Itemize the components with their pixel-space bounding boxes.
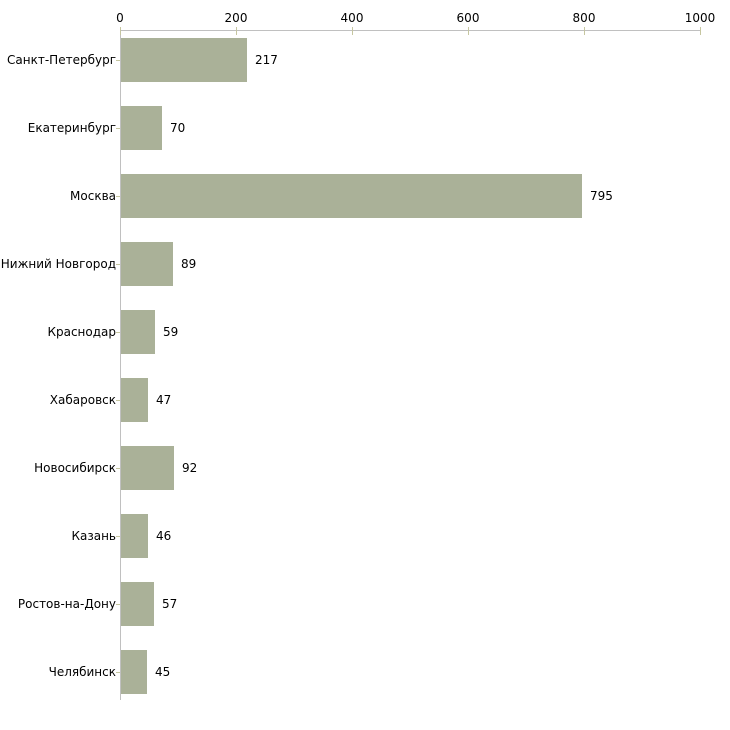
category-tick-mark (116, 128, 120, 129)
category-tick-mark (116, 400, 120, 401)
bar (121, 582, 154, 626)
category-tick-mark (116, 332, 120, 333)
category-label: Краснодар (47, 325, 116, 339)
value-label: 795 (590, 189, 613, 203)
category-label: Нижний Новгород (0, 257, 116, 271)
x-tick-mark (352, 27, 353, 35)
value-label: 57 (162, 597, 178, 611)
x-tick-label: 600 (456, 11, 480, 25)
bar (121, 310, 155, 354)
value-label: 45 (155, 665, 171, 679)
bar (121, 514, 148, 558)
value-label: 46 (156, 529, 172, 543)
x-tick-mark (584, 27, 585, 35)
x-tick-label: 1000 (684, 11, 716, 25)
x-tick-label: 200 (224, 11, 248, 25)
x-tick-label: 0 (116, 11, 124, 25)
category-label: Новосибирск (34, 461, 116, 475)
x-tick-mark (236, 27, 237, 35)
bar (121, 378, 148, 422)
value-label: 70 (170, 121, 186, 135)
bar (121, 106, 162, 150)
category-label: Хабаровск (49, 393, 116, 407)
category-label: Санкт-Петербург (7, 53, 116, 67)
x-tick-label: 800 (572, 11, 596, 25)
category-tick-mark (116, 60, 120, 61)
x-tick-label: 400 (340, 11, 364, 25)
x-axis-line (120, 30, 701, 31)
value-label: 47 (156, 393, 172, 407)
category-tick-mark (116, 264, 120, 265)
bar (121, 650, 147, 694)
category-label: Москва (70, 189, 116, 203)
value-label: 59 (163, 325, 179, 339)
x-tick-mark (468, 27, 469, 35)
category-tick-mark (116, 468, 120, 469)
bar (121, 446, 174, 490)
value-label: 89 (181, 257, 197, 271)
category-tick-mark (116, 196, 120, 197)
bar (121, 38, 247, 82)
category-tick-mark (116, 604, 120, 605)
bar (121, 242, 173, 286)
x-tick-mark (120, 27, 121, 35)
value-label: 217 (255, 53, 278, 67)
x-tick-mark (700, 27, 701, 35)
category-label: Ростов-на-Дону (17, 597, 116, 611)
value-label: 92 (182, 461, 198, 475)
y-axis-line (120, 30, 121, 700)
category-label: Екатеринбург (27, 121, 116, 135)
bar (121, 174, 582, 218)
category-label: Казань (71, 529, 116, 543)
category-tick-mark (116, 536, 120, 537)
category-label: Челябинск (48, 665, 116, 679)
category-tick-mark (116, 672, 120, 673)
